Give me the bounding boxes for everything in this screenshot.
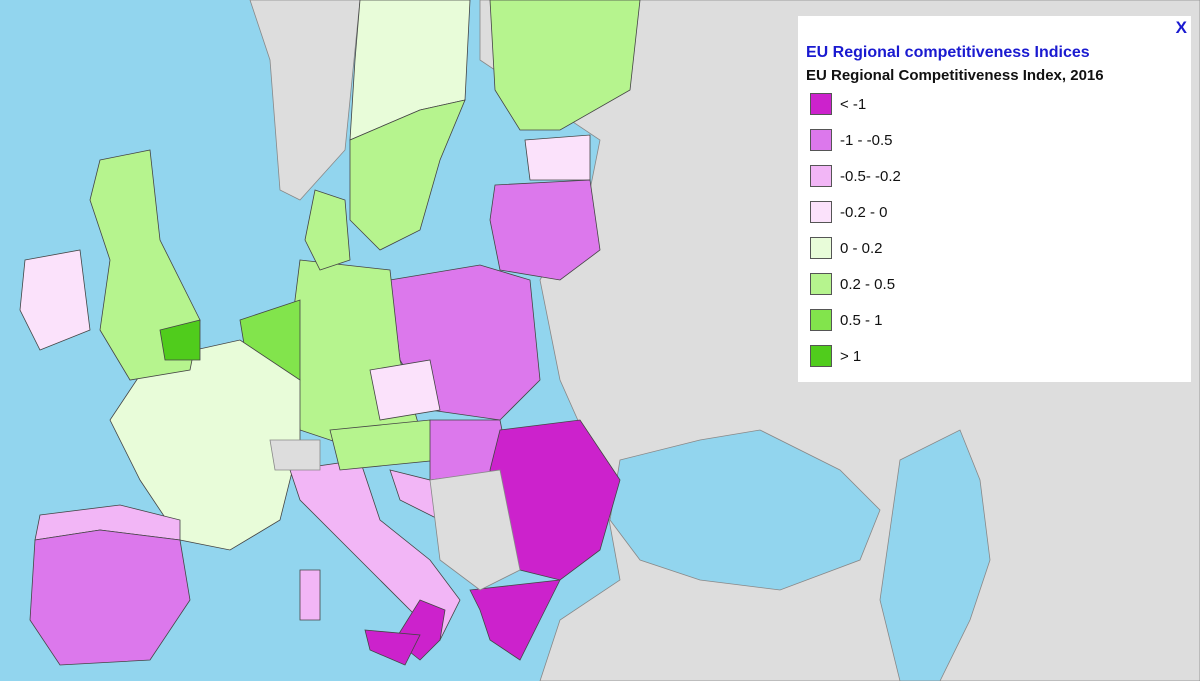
france: [109, 339, 301, 551]
latvia-lithuania: [489, 179, 601, 281]
legend-item: -0.2 - 0: [810, 200, 888, 224]
close-button[interactable]: X: [1175, 18, 1187, 37]
legend-item: -1 - -0.5: [810, 128, 893, 152]
black-sea: [609, 429, 881, 591]
sardinia: [299, 569, 321, 621]
iberia: [29, 529, 191, 666]
sweden-south: [349, 99, 466, 251]
legend-item: > 1: [810, 344, 861, 368]
estonia: [524, 134, 591, 181]
legend-swatch: [810, 345, 832, 367]
legend-swatch: [810, 201, 832, 223]
legend-item: 0.2 - 0.5: [810, 272, 895, 296]
legend-item: < -1: [810, 92, 866, 116]
legend-item: 0 - 0.2: [810, 236, 883, 260]
legend-item: 0.5 - 1: [810, 308, 883, 332]
legend-swatch: [810, 237, 832, 259]
legend-label: -0.2 - 0: [840, 203, 888, 221]
legend-label: < -1: [840, 95, 867, 113]
legend-swatch: [810, 93, 832, 115]
norway: [249, 0, 361, 201]
legend-subtitle: EU Regional Competitiveness Index, 2016: [806, 67, 1104, 84]
czechia: [369, 359, 441, 421]
sicily: [364, 629, 421, 666]
legend-swatch: [810, 309, 832, 331]
legend-item: -0.5- -0.2: [810, 164, 901, 188]
denmark: [304, 189, 351, 271]
legend-label: > 1: [840, 347, 862, 365]
legend-label: 0 - 0.2: [840, 239, 883, 257]
london: [159, 319, 201, 361]
greece: [469, 579, 561, 661]
legend-swatch: [810, 129, 832, 151]
caspian-sea: [879, 429, 991, 681]
west-balkans: [429, 469, 521, 591]
finland: [489, 0, 641, 131]
legend-swatch: [810, 165, 832, 187]
legend-title: EU Regional competitiveness Indices: [806, 44, 1090, 61]
legend-panel: X EU Regional competitiveness Indices EU…: [797, 15, 1192, 383]
legend-label: 0.2 - 0.5: [840, 275, 896, 293]
switzerland: [269, 439, 321, 471]
legend-label: -0.5- -0.2: [840, 167, 901, 185]
legend-label: -1 - -0.5: [840, 131, 893, 149]
legend-label: 0.5 - 1: [840, 311, 883, 329]
legend-swatch: [810, 273, 832, 295]
uk: [89, 149, 201, 381]
ireland: [19, 249, 91, 351]
